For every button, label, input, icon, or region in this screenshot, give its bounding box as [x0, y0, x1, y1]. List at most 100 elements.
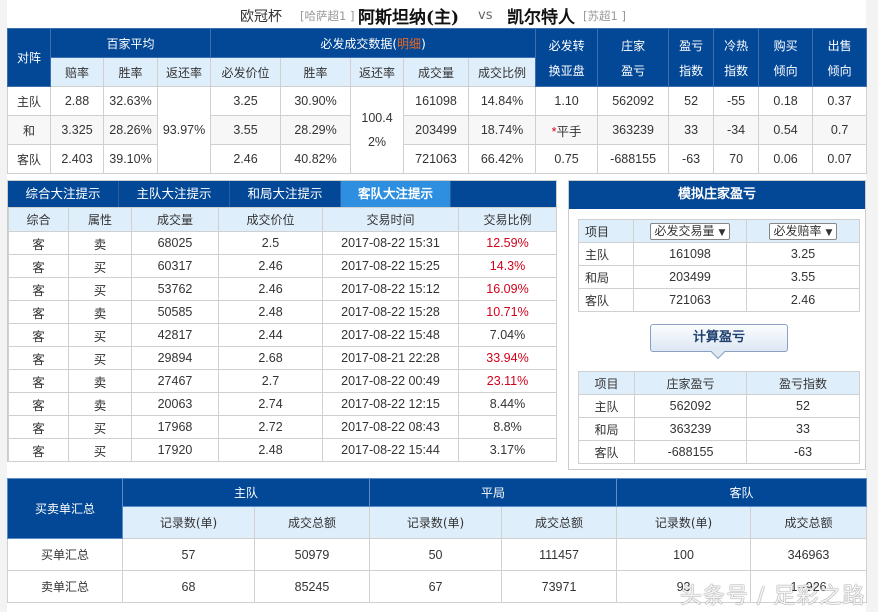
- trade-ratio: 33.94%: [458, 346, 557, 370]
- row-label: 买单汇总: [7, 538, 123, 571]
- volume-value[interactable]: 203499: [633, 265, 747, 289]
- table-row: 客买 60317 2.46 2017-08-22 15:25 14.3%: [8, 254, 557, 278]
- table-row: 主队 562092 52: [578, 394, 860, 418]
- row-label: 主队: [578, 242, 634, 266]
- avg-odds: 2.403: [50, 144, 104, 174]
- trade-side: 客: [8, 254, 69, 278]
- table-row: 客队 721063 2.46: [578, 288, 860, 312]
- vs-label: vs: [478, 8, 493, 23]
- hot-index: -55: [713, 86, 760, 116]
- col-win-rate: 胜率: [103, 57, 158, 87]
- col-count: 记录数(单): [616, 506, 752, 539]
- trade-time: 2017-08-22 15:12: [322, 277, 459, 301]
- trade-ratio: 8.44%: [458, 392, 557, 416]
- volume-value[interactable]: 161098: [633, 242, 747, 266]
- value: 100: [616, 538, 752, 571]
- odds-select[interactable]: 必发赔率 ▼: [746, 219, 860, 243]
- trade-time: 2017-08-22 15:28: [322, 300, 459, 324]
- header-asian-convert: 必发转 换亚盘: [535, 28, 599, 87]
- trade-ratio: 23.11%: [458, 369, 557, 393]
- col-price: 成交价位: [218, 207, 323, 232]
- table-row: 客买 53762 2.46 2017-08-22 15:12 16.09%: [8, 277, 557, 301]
- trade-time: 2017-08-22 15:25: [322, 254, 459, 278]
- table-row: 客买 17968 2.72 2017-08-22 08:43 8.8%: [8, 415, 557, 439]
- col-volume: 成交量: [403, 57, 470, 87]
- trade-price: 2.72: [218, 415, 323, 439]
- table-row: 客买 17920 2.48 2017-08-22 15:44 3.17%: [8, 438, 557, 462]
- sell-tendency: 0.7: [812, 115, 868, 145]
- volume-select[interactable]: 必发交易量 ▼: [633, 219, 747, 243]
- ratio: 14.84%: [468, 86, 537, 116]
- trade-price: 2.48: [218, 300, 323, 324]
- header-sell-tendency: 出售 倾向: [812, 28, 868, 87]
- bf-price: 2.46: [210, 144, 282, 174]
- trade-ratio: 16.09%: [458, 277, 557, 301]
- col-bf-return-rate: 返还率: [350, 57, 405, 87]
- table-row: 客卖 20063 2.74 2017-08-22 12:15 8.44%: [8, 392, 557, 416]
- tab-overall[interactable]: 综合大注提示: [8, 181, 119, 207]
- value: 67: [369, 570, 503, 603]
- home-league: [哈萨超1 ]: [300, 9, 355, 23]
- table-row: 和局 363239 33: [578, 417, 860, 441]
- col-odds: 赔率: [50, 57, 104, 87]
- trade-time: 2017-08-22 15:31: [322, 231, 459, 255]
- header-avg-group: 百家平均: [49, 28, 212, 58]
- trade-side: 客: [8, 369, 69, 393]
- trade-side: 客: [8, 300, 69, 324]
- tab-away[interactable]: 客队大注提示: [341, 181, 451, 207]
- trade-time: 2017-08-21 22:28: [322, 346, 459, 370]
- col-pl-index: 盈亏指数: [746, 371, 860, 395]
- header-hot-index: 冷热 指数: [713, 28, 760, 87]
- simulate-input-table: 项目 必发交易量 ▼ 必发赔率 ▼ 主队 161098 3.25 和局 203499 3.5…: [578, 219, 860, 312]
- trade-price: 2.7: [218, 369, 323, 393]
- col-return-rate: 返还率: [156, 57, 212, 87]
- avg-win: 32.63%: [103, 86, 158, 116]
- trade-attribute: 买: [68, 415, 132, 439]
- tab-home[interactable]: 主队大注提示: [119, 181, 230, 207]
- trade-price: 2.68: [218, 346, 323, 370]
- table-row: 卖单汇总 68 85245 67 73971 93 1··926: [7, 570, 868, 603]
- table-row: 客队 2.403 39.10% 2.46 40.82% 721063 66.42…: [7, 144, 868, 174]
- simulate-result-table: 项目 庄家盈亏 盈亏指数 主队 562092 52 和局 363239 33 客队 -68…: [578, 371, 860, 464]
- asian-line: 1.10: [535, 86, 599, 116]
- detail-link[interactable]: 明细: [397, 36, 422, 51]
- odds-value[interactable]: 3.55: [746, 265, 860, 289]
- trade-side: 客: [8, 392, 69, 416]
- odds-value[interactable]: 2.46: [746, 288, 860, 312]
- index-value: -63: [746, 440, 860, 464]
- trade-side: 客: [8, 323, 69, 347]
- big-bet-panel: 综合大注提示 主队大注提示 和局大注提示 客队大注提示 综合 属性 成交量 成交…: [7, 180, 557, 462]
- trade-volume: 17968: [131, 415, 219, 439]
- trade-attribute: 买: [68, 323, 132, 347]
- hot-index: 70: [713, 144, 760, 174]
- trade-price: 2.5: [218, 231, 323, 255]
- volume-value[interactable]: 721063: [633, 288, 747, 312]
- col-count: 记录数(单): [369, 506, 503, 539]
- pl-index: 33: [668, 115, 715, 145]
- col-count: 记录数(单): [122, 506, 255, 539]
- value: 93: [616, 570, 752, 603]
- value: 68: [122, 570, 255, 603]
- trade-price: 2.48: [218, 438, 323, 462]
- odds-value[interactable]: 3.25: [746, 242, 860, 266]
- calculate-pl-button[interactable]: 计算盈亏: [650, 324, 788, 352]
- value: 57: [122, 538, 255, 571]
- volume: 161098: [403, 86, 470, 116]
- buy-tendency: 0.18: [758, 86, 814, 116]
- volume: 721063: [403, 144, 470, 174]
- tab-draw[interactable]: 和局大注提示: [230, 181, 341, 207]
- trade-time: 2017-08-22 00:49: [322, 369, 459, 393]
- value: 50: [369, 538, 503, 571]
- header-pl-index: 盈亏 指数: [668, 28, 715, 87]
- table-row: 客卖 68025 2.5 2017-08-22 15:31 12.59%: [8, 231, 557, 255]
- group-draw: 平局: [369, 478, 618, 507]
- bf-win: 28.29%: [280, 115, 352, 145]
- trade-ratio: 10.71%: [458, 300, 557, 324]
- banker-value: 363239: [634, 417, 747, 441]
- dropdown-arrow-icon: ▼: [718, 227, 726, 238]
- col-item: 项目: [578, 371, 635, 395]
- home-team: 阿斯坦纳(主): [358, 8, 460, 28]
- header-betfair-group: 必发成交数据(明细): [210, 28, 537, 58]
- avg-return: 93.97%: [156, 86, 212, 174]
- trade-side: 客: [8, 438, 69, 462]
